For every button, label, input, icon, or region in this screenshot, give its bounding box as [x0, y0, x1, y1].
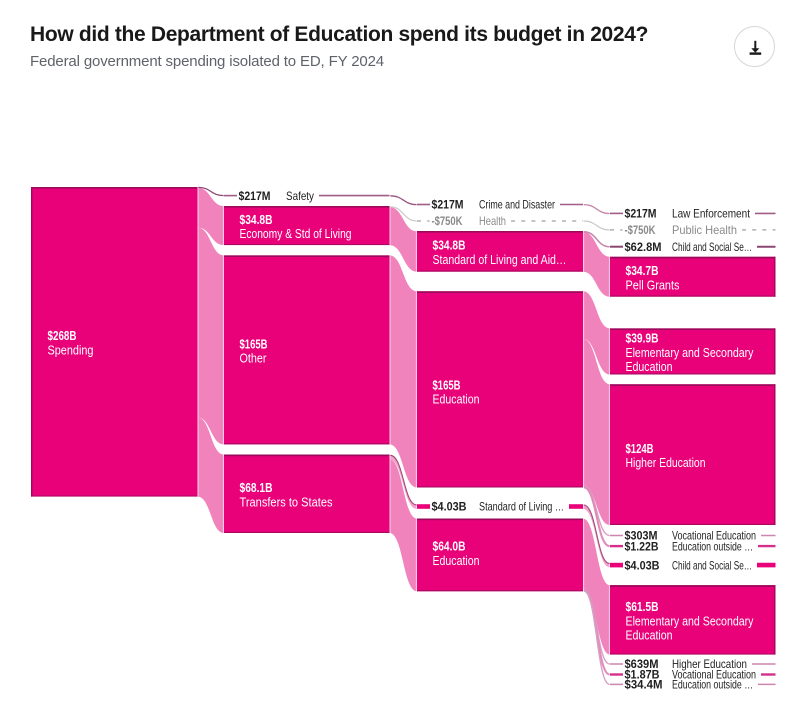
svg-text:$165B: $165B [433, 378, 461, 392]
svg-text:$4.03B: $4.03B [432, 500, 467, 514]
svg-text:Vocational Education: Vocational Education [672, 668, 756, 682]
svg-text:$303M: $303M [625, 529, 658, 543]
svg-text:Higher Education: Higher Education [626, 456, 706, 470]
svg-text:Health: Health [479, 214, 506, 228]
svg-text:$61.5B: $61.5B [626, 600, 659, 614]
svg-text:Vocational Education: Vocational Education [672, 529, 756, 543]
svg-text:$39.9B: $39.9B [626, 332, 659, 346]
svg-text:Child and Social Se…: Child and Social Se… [672, 240, 752, 254]
svg-text:$217M: $217M [625, 207, 657, 221]
svg-text:$34.4M: $34.4M [625, 678, 663, 692]
svg-text:Spending: Spending [48, 343, 94, 357]
svg-text:$1.87B: $1.87B [625, 668, 660, 682]
svg-text:Transfers to States: Transfers to States [240, 495, 333, 509]
svg-text:Education outside …: Education outside … [672, 539, 753, 553]
svg-text:$165B: $165B [240, 337, 268, 351]
svg-text:-$750K: -$750K [625, 223, 656, 237]
svg-text:$68.1B: $68.1B [240, 481, 273, 495]
svg-text:Education outside …: Education outside … [672, 678, 753, 692]
svg-text:$639M: $639M [625, 657, 659, 671]
svg-text:Economy & Std of Living: Economy & Std of Living [240, 227, 352, 241]
svg-text:$124B: $124B [626, 442, 654, 456]
svg-text:Safety: Safety [286, 189, 314, 203]
svg-text:Other: Other [240, 352, 267, 366]
svg-text:Education: Education [433, 393, 480, 407]
svg-text:$1.22B: $1.22B [625, 539, 659, 553]
svg-text:Elementary and Secondary: Elementary and Secondary [626, 346, 755, 360]
svg-text:$217M: $217M [239, 189, 271, 203]
svg-text:$34.8B: $34.8B [240, 213, 273, 227]
svg-text:Standard of Living …: Standard of Living … [479, 500, 564, 514]
svg-text:$64.0B: $64.0B [433, 540, 466, 554]
svg-text:$62.8M: $62.8M [625, 240, 662, 254]
svg-text:Education: Education [626, 629, 673, 643]
svg-text:$217M: $217M [432, 198, 464, 212]
svg-text:$4.03B: $4.03B [625, 558, 660, 572]
svg-text:Law Enforcement: Law Enforcement [672, 207, 751, 221]
svg-text:Crime and Disaster: Crime and Disaster [479, 198, 555, 212]
svg-text:$34.7B: $34.7B [626, 264, 659, 278]
svg-text:Elementary and Secondary: Elementary and Secondary [626, 614, 755, 628]
svg-text:Child and Social Se…: Child and Social Se… [672, 558, 752, 572]
svg-text:Higher Education: Higher Education [672, 657, 747, 671]
svg-text:$268B: $268B [48, 329, 77, 343]
svg-text:Standard of Living and Aid…: Standard of Living and Aid… [433, 253, 567, 267]
svg-text:-$750K: -$750K [432, 214, 463, 228]
svg-text:Pell Grants: Pell Grants [626, 278, 680, 292]
svg-text:$34.8B: $34.8B [433, 239, 466, 253]
svg-text:Public Health: Public Health [672, 223, 737, 237]
svg-text:Education: Education [626, 360, 673, 374]
svg-text:Education: Education [433, 554, 480, 568]
